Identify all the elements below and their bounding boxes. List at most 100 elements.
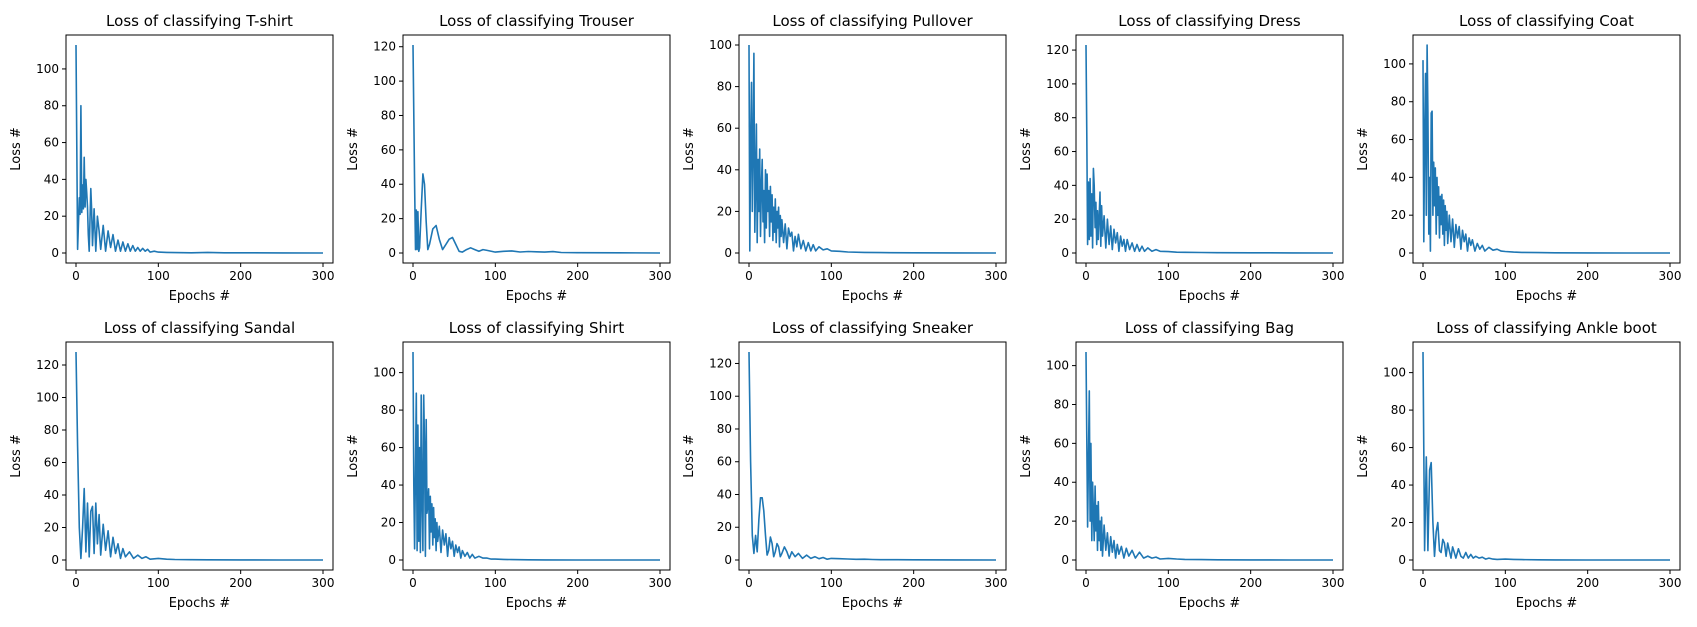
y-axis-label: Loss # [682, 434, 697, 478]
x-tick-label: 0 [1419, 576, 1427, 590]
x-tick-label: 300 [312, 576, 335, 590]
x-tick-label: 100 [1157, 576, 1180, 590]
x-tick-label: 200 [229, 576, 252, 590]
x-tick-label: 100 [1494, 269, 1517, 283]
subplot-title: Loss of classifying Dress [1118, 12, 1301, 30]
x-axis-label: Epochs # [169, 596, 231, 611]
x-tick-label: 0 [1419, 269, 1427, 283]
y-tick-label: 20 [1391, 516, 1406, 530]
y-tick-label: 40 [381, 177, 396, 191]
y-axis-label: Loss # [682, 127, 697, 171]
subplot-9: Loss of classifying Bag 0 100 200 300 0 20 40 60… [1019, 319, 1344, 611]
y-tick-label: 40 [1054, 475, 1069, 489]
y-tick-label: 80 [717, 80, 732, 94]
subplot-5: Loss of classifying Coat 0 100 200 300 0 20 40 6… [1356, 12, 1681, 304]
loss-line [75, 351, 323, 561]
y-axis-label: Loss # [346, 127, 361, 171]
y-axis-label: Loss # [9, 127, 24, 171]
y-tick-label: 60 [381, 143, 396, 157]
axes-frame [1412, 341, 1681, 571]
loss-line [748, 44, 997, 254]
x-tick-label: 300 [1322, 576, 1345, 590]
y-axis-label: Loss # [1019, 434, 1034, 478]
y-tick-label: 20 [381, 212, 396, 226]
y-tick-label: 40 [44, 488, 59, 502]
subplot-6: Loss of classifying Sandal 0 100 200 300 0 20 4… [9, 319, 334, 611]
y-tick-label: 20 [717, 520, 732, 534]
y-tick-label: 120 [36, 358, 59, 372]
x-tick-label: 200 [1239, 269, 1262, 283]
y-tick-label: 0 [1061, 553, 1069, 567]
y-tick-label: 0 [1398, 553, 1406, 567]
y-tick-label: 0 [1398, 246, 1406, 260]
y-tick-label: 120 [1046, 43, 1069, 57]
y-tick-label: 0 [388, 246, 396, 260]
x-tick-label: 100 [1494, 576, 1517, 590]
y-tick-label: 40 [717, 487, 732, 501]
loss-line [1085, 351, 1333, 561]
y-tick-label: 60 [1054, 145, 1069, 159]
y-tick-label: 40 [381, 478, 396, 492]
loss-line [412, 44, 661, 254]
x-tick-label: 0 [745, 576, 753, 590]
x-tick-label: 200 [229, 269, 252, 283]
x-tick-label: 100 [147, 269, 170, 283]
y-tick-label: 100 [709, 389, 732, 403]
x-tick-label: 100 [484, 269, 507, 283]
x-tick-label: 200 [1576, 269, 1599, 283]
y-tick-label: 60 [1391, 133, 1406, 147]
x-tick-label: 200 [902, 576, 925, 590]
x-axis-label: Epochs # [169, 289, 231, 304]
y-tick-label: 20 [44, 209, 59, 223]
subplot-1: Loss of classifying T-shirt 0 100 200 300 0 20… [9, 12, 334, 304]
x-axis-label: Epochs # [1179, 289, 1241, 304]
y-tick-label: 60 [44, 136, 59, 150]
subplot-3: Loss of classifying Pullover 0 100 200 300 0 2… [682, 12, 1007, 304]
x-tick-label: 0 [409, 576, 417, 590]
y-axis-label: Loss # [1356, 434, 1371, 478]
y-tick-label: 80 [44, 423, 59, 437]
y-tick-label: 60 [717, 121, 732, 135]
y-axis-label: Loss # [1356, 127, 1371, 171]
subplot-title: Loss of classifying T-shirt [106, 12, 293, 30]
y-tick-label: 20 [1054, 212, 1069, 226]
y-tick-label: 60 [717, 455, 732, 469]
x-axis-label: Epochs # [1179, 596, 1241, 611]
axes-frame [1075, 34, 1344, 264]
x-tick-label: 0 [1082, 269, 1090, 283]
y-tick-label: 80 [1391, 95, 1406, 109]
x-tick-label: 0 [409, 269, 417, 283]
y-tick-label: 100 [36, 391, 59, 405]
x-tick-label: 200 [1576, 576, 1599, 590]
x-tick-label: 200 [902, 269, 925, 283]
x-tick-label: 300 [312, 269, 335, 283]
y-tick-label: 80 [44, 99, 59, 113]
axes-frame [65, 34, 334, 264]
loss-line [412, 351, 660, 561]
x-tick-label: 0 [72, 576, 80, 590]
y-tick-label: 0 [724, 553, 732, 567]
y-axis-label: Loss # [9, 434, 24, 478]
y-axis-label: Loss # [1019, 127, 1034, 171]
y-tick-label: 100 [373, 366, 396, 380]
x-tick-label: 0 [745, 269, 753, 283]
x-tick-label: 100 [484, 576, 507, 590]
y-tick-label: 60 [1391, 441, 1406, 455]
x-tick-label: 200 [566, 269, 589, 283]
y-tick-label: 80 [717, 422, 732, 436]
x-axis-label: Epochs # [506, 289, 568, 304]
x-tick-label: 300 [1659, 576, 1682, 590]
y-axis-label: Loss # [346, 434, 361, 478]
x-tick-label: 300 [1659, 269, 1682, 283]
subplot-title: Loss of classifying Sneaker [772, 319, 974, 337]
y-tick-label: 40 [1391, 478, 1406, 492]
subplot-title: Loss of classifying Coat [1459, 12, 1634, 30]
y-tick-label: 0 [1061, 246, 1069, 260]
y-tick-label: 100 [1046, 77, 1069, 91]
loss-line [75, 44, 324, 254]
y-tick-label: 60 [1054, 436, 1069, 450]
axes-frame [738, 341, 1007, 571]
y-tick-label: 20 [44, 521, 59, 535]
loss-line [1085, 44, 1334, 254]
